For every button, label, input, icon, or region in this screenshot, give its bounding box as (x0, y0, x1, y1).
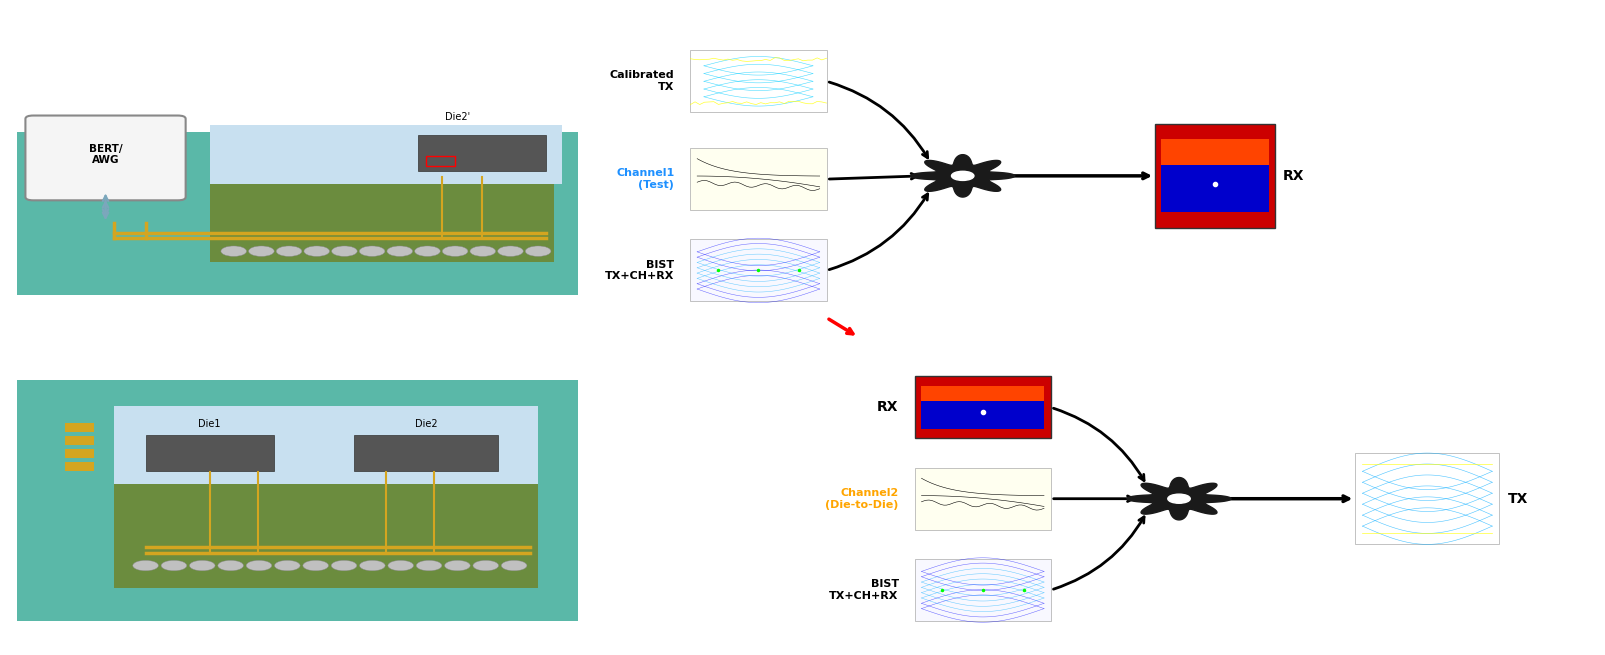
Circle shape (303, 560, 329, 571)
Text: TX: TX (1507, 492, 1528, 506)
FancyBboxPatch shape (690, 148, 827, 210)
FancyBboxPatch shape (146, 435, 274, 471)
Polygon shape (910, 155, 1014, 197)
Circle shape (189, 560, 215, 571)
FancyBboxPatch shape (921, 386, 1043, 429)
Circle shape (525, 246, 551, 256)
Circle shape (445, 560, 470, 571)
FancyBboxPatch shape (66, 449, 95, 458)
Text: BIST
TX+CH+RX: BIST TX+CH+RX (605, 259, 674, 281)
FancyBboxPatch shape (1160, 140, 1270, 212)
Circle shape (218, 560, 244, 571)
Text: Die1: Die1 (199, 419, 221, 428)
Text: BIST
TX+CH+RX: BIST TX+CH+RX (830, 579, 899, 601)
Circle shape (276, 246, 302, 256)
FancyBboxPatch shape (417, 135, 546, 171)
FancyBboxPatch shape (66, 436, 95, 445)
FancyBboxPatch shape (353, 435, 498, 471)
Text: Die2': Die2' (446, 112, 470, 122)
Circle shape (388, 560, 414, 571)
FancyBboxPatch shape (114, 405, 538, 484)
FancyBboxPatch shape (114, 445, 538, 588)
Circle shape (332, 246, 358, 256)
FancyBboxPatch shape (690, 240, 827, 301)
Text: Calibrated
TX: Calibrated TX (610, 71, 674, 92)
Circle shape (952, 172, 974, 180)
Circle shape (470, 246, 496, 256)
FancyBboxPatch shape (1160, 140, 1270, 166)
FancyBboxPatch shape (1355, 453, 1499, 544)
FancyBboxPatch shape (915, 468, 1051, 530)
FancyBboxPatch shape (1156, 124, 1274, 228)
FancyBboxPatch shape (18, 132, 578, 295)
Circle shape (221, 246, 247, 256)
FancyBboxPatch shape (18, 380, 578, 621)
Circle shape (360, 560, 385, 571)
Text: BERT/
AWG: BERT/ AWG (88, 144, 122, 166)
Circle shape (360, 246, 385, 256)
Circle shape (246, 560, 271, 571)
Circle shape (160, 560, 186, 571)
Circle shape (331, 560, 356, 571)
Circle shape (303, 246, 329, 256)
FancyBboxPatch shape (690, 50, 827, 112)
Circle shape (501, 560, 526, 571)
Polygon shape (1127, 477, 1231, 520)
FancyBboxPatch shape (210, 158, 554, 262)
Circle shape (1168, 494, 1191, 503)
FancyBboxPatch shape (915, 377, 1051, 438)
FancyBboxPatch shape (921, 386, 1043, 402)
Circle shape (387, 246, 412, 256)
Circle shape (416, 560, 441, 571)
Text: RX: RX (1282, 169, 1305, 183)
Circle shape (443, 246, 469, 256)
Text: Channel1
(Test): Channel1 (Test) (616, 168, 674, 190)
FancyBboxPatch shape (26, 115, 186, 200)
Text: Die2: Die2 (414, 419, 437, 428)
Circle shape (249, 246, 274, 256)
FancyBboxPatch shape (210, 125, 562, 184)
Circle shape (473, 560, 499, 571)
Circle shape (133, 560, 159, 571)
Circle shape (274, 560, 300, 571)
FancyBboxPatch shape (66, 462, 95, 471)
FancyBboxPatch shape (915, 559, 1051, 621)
Text: Channel2
(Die-to-Die): Channel2 (Die-to-Die) (825, 488, 899, 510)
FancyBboxPatch shape (66, 422, 95, 432)
Circle shape (498, 246, 523, 256)
Text: RX: RX (878, 400, 899, 415)
Circle shape (414, 246, 440, 256)
